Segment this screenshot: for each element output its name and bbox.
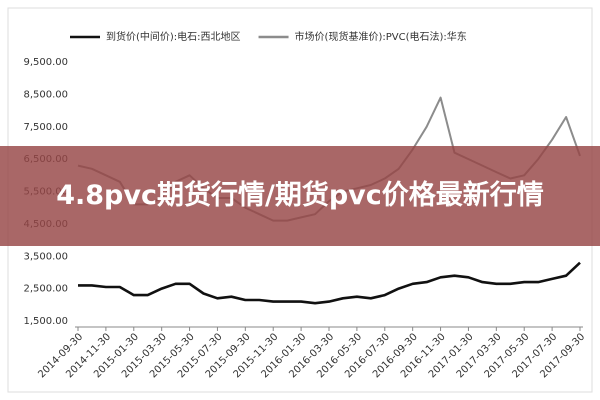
banner: 4.8pvc期货行情/期货pvc价格最新行情 [0, 146, 600, 246]
y-tick-label: 3,500.00 [23, 251, 68, 262]
series-line [78, 261, 581, 305]
y-tick-label: 8,500.00 [23, 89, 68, 100]
legend-label: 到货价(中间价):电石:西北地区 [106, 30, 241, 43]
overlay-title: 4.8pvc期货行情/期货pvc价格最新行情 [56, 180, 544, 211]
y-tick-label: 2,500.00 [23, 284, 68, 295]
y-tick-label: 7,500.00 [23, 122, 68, 133]
y-tick-label: 9,500.00 [23, 57, 68, 68]
y-tick-label: 1,500.00 [23, 316, 68, 327]
legend-label: 市场价(现货基准价):PVC(电石法):华东 [295, 30, 467, 43]
